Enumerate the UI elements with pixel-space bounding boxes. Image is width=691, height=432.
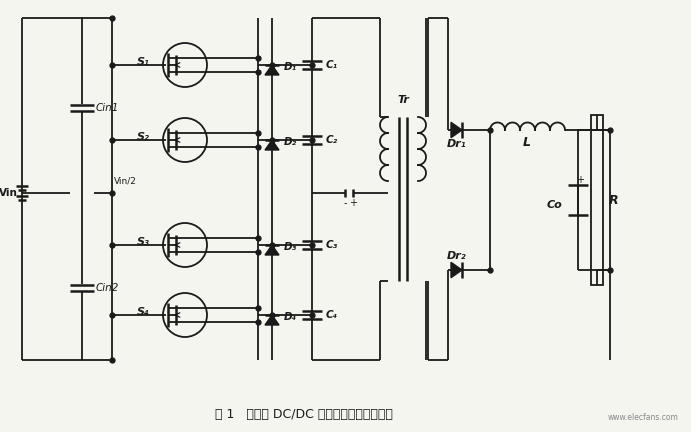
Text: S₁: S₁ xyxy=(137,57,149,67)
Text: S₃: S₃ xyxy=(137,237,149,247)
Text: D₂: D₂ xyxy=(284,137,297,147)
Text: +: + xyxy=(349,198,357,208)
Text: Dr₁: Dr₁ xyxy=(447,139,467,149)
Polygon shape xyxy=(451,122,462,138)
Text: Tr: Tr xyxy=(397,95,409,105)
Text: 图 1   三电平 DC/DC 零电压软开关变换电路: 图 1 三电平 DC/DC 零电压软开关变换电路 xyxy=(215,409,393,422)
Text: Cin2: Cin2 xyxy=(96,283,120,293)
Polygon shape xyxy=(265,245,279,255)
Text: S₄: S₄ xyxy=(137,307,149,317)
Text: C₃: C₃ xyxy=(326,240,338,250)
Text: Vin: Vin xyxy=(0,188,17,198)
Polygon shape xyxy=(265,140,279,150)
Text: S₂: S₂ xyxy=(137,132,149,142)
Text: Cin1: Cin1 xyxy=(96,103,120,113)
Text: www.elecfans.com: www.elecfans.com xyxy=(608,413,679,422)
Text: D₃: D₃ xyxy=(284,242,297,252)
Text: +: + xyxy=(576,175,584,185)
Text: L: L xyxy=(523,136,531,149)
Text: Co: Co xyxy=(547,200,562,210)
Text: C₄: C₄ xyxy=(326,310,338,320)
Polygon shape xyxy=(451,262,462,278)
Text: Dr₂: Dr₂ xyxy=(447,251,467,261)
Text: D₄: D₄ xyxy=(284,312,297,322)
Text: C₁: C₁ xyxy=(326,60,338,70)
Polygon shape xyxy=(265,65,279,75)
Text: C₂: C₂ xyxy=(326,135,338,145)
Text: -: - xyxy=(343,198,347,208)
Polygon shape xyxy=(265,315,279,325)
Text: R: R xyxy=(609,194,618,206)
Text: D₁: D₁ xyxy=(284,62,297,72)
Text: Vin/2: Vin/2 xyxy=(114,176,137,185)
Bar xyxy=(591,115,603,285)
